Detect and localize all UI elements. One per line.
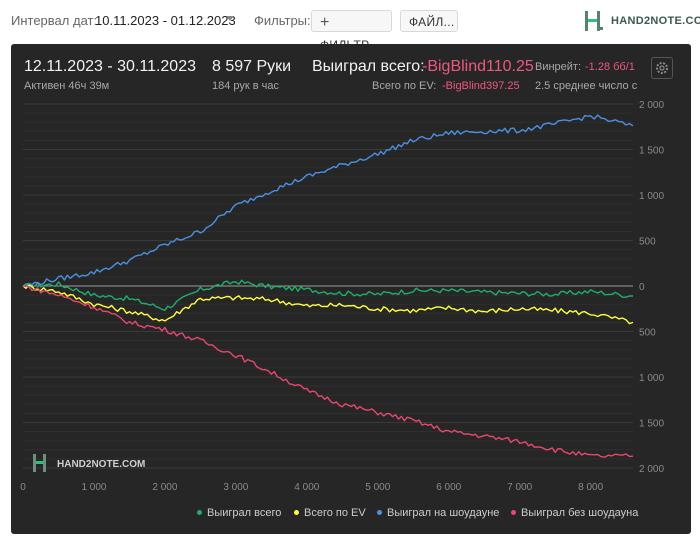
legend-won-label: Выиграл всего (207, 507, 282, 519)
x-tick-label: 4 000 (294, 482, 319, 493)
x-tick-label: 3 000 (223, 482, 248, 493)
legend-dot-blue (377, 510, 382, 515)
active-time: Активен 46ч 39м (24, 80, 110, 92)
legend-ev-label: Всего по EV (304, 507, 366, 519)
graph-panel: 12.11.2023 - 30.11.2023 Активен 46ч 39м … (11, 44, 691, 534)
ev-total-label: Всего по EV: (372, 80, 437, 92)
legend-non-showdown[interactable]: Выиграл без шоудауна (511, 507, 638, 519)
file-button-label: ФАЙЛ... (409, 15, 455, 29)
series-line-2 (22, 114, 634, 287)
hand2note-logo-text: HAND2NOTE.COM (611, 15, 700, 27)
hands-per-hour: 184 рук в час (212, 80, 280, 92)
won-total-label: Выиграл всего: (312, 58, 425, 75)
legend-showdown-label: Выиграл на шоудауне (387, 507, 500, 519)
legend-won[interactable]: Выиграл всего (197, 507, 281, 519)
legend-dot-green (197, 510, 202, 515)
watermark-text: HAND2NOTE.COM (57, 459, 145, 470)
y-axis-ticks: 2 000 1 500 1 000 500 0 500 1 000 1 500 2 000 (639, 100, 664, 475)
date-interval-label: Интервал дат: (11, 13, 98, 28)
legend-showdown[interactable]: Выиграл на шоудауне (377, 507, 499, 519)
hands-count: 8 597 Руки (212, 58, 292, 75)
y-tick-label: 1 500 (639, 419, 664, 430)
x-tick-label: 1 000 (81, 482, 106, 493)
legend-dot-red (511, 510, 516, 515)
x-tick-label: 7 000 (507, 482, 532, 493)
y-tick-label: 1 000 (639, 191, 664, 202)
filter-button[interactable]: +ФИЛЬТР... (311, 10, 392, 52)
x-tick-label: 0 (20, 482, 26, 493)
avg-text: 2.5 среднее число с (535, 80, 638, 92)
y-tick-label: 500 (639, 328, 656, 339)
series-line-1 (22, 284, 634, 325)
file-button[interactable]: ФАЙЛ... (400, 10, 458, 32)
y-tick-label: 1 500 (639, 146, 664, 157)
x-tick-label: 5 000 (365, 482, 390, 493)
legend-non-showdown-label: Выиграл без шоудауна (521, 507, 639, 519)
profit-chart: 2 000 1 500 1 000 500 0 500 1 000 1 500 2 000 0 1… (20, 100, 664, 493)
filters-label: Фильтры: (254, 13, 311, 28)
x-tick-label: 2 000 (152, 482, 177, 493)
y-tick-label: 0 (639, 282, 645, 293)
y-tick-label: 500 (639, 237, 656, 248)
x-tick-label: 8 000 (578, 482, 603, 493)
legend-dot-yellow (294, 510, 299, 515)
date-range-select[interactable]: 10.11.2023 - 01.12.2023 (95, 13, 236, 28)
chart-series (22, 114, 634, 458)
y-tick-label: 2 000 (639, 464, 664, 475)
legend-ev[interactable]: Всего по EV (294, 507, 366, 519)
won-total-value: -BigBlind110.25 (422, 58, 534, 75)
winrate-block: Винрейт: -1.28 бб/1 2.5 среднее число с (535, 58, 643, 98)
chart-grid (23, 103, 633, 469)
winrate-value: -1.28 бб/1 (585, 61, 635, 73)
winrate-label: Винрейт: (535, 61, 582, 73)
settings-button[interactable] (651, 57, 673, 79)
x-tick-label: 6 000 (436, 482, 461, 493)
chevron-down-icon[interactable] (226, 16, 234, 21)
period-range: 12.11.2023 - 30.11.2023 (24, 58, 196, 75)
hand2note-logo-icon (585, 11, 603, 31)
y-tick-label: 2 000 (639, 100, 664, 111)
ev-total-value: -BigBlind397.25 (442, 80, 520, 92)
series-line-3 (22, 285, 634, 458)
toolbar: Интервал дат: 10.11.2023 - 01.12.2023 Фи… (0, 0, 700, 52)
plus-icon: + (320, 14, 330, 31)
gear-icon (656, 62, 668, 74)
chart-watermark: HAND2NOTE.COM (33, 454, 145, 472)
y-tick-label: 1 000 (639, 373, 664, 384)
series-line-0 (22, 279, 633, 311)
x-axis-ticks: 0 1 000 2 000 3 000 4 000 5 000 6 000 7 000 8 00… (20, 482, 603, 493)
